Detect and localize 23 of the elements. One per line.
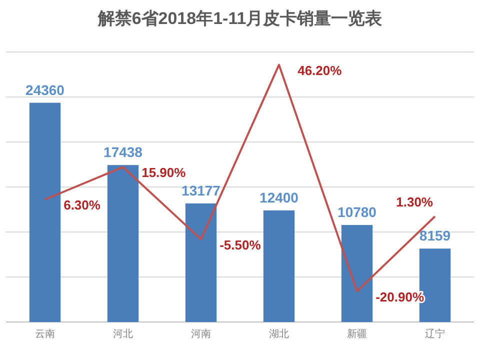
data-label: 13177 bbox=[182, 182, 221, 198]
bar bbox=[263, 210, 295, 322]
bar bbox=[341, 224, 373, 322]
data-label: -5.50% bbox=[220, 237, 262, 252]
x-tick-label: 河北 bbox=[113, 328, 133, 340]
data-label: 46.20% bbox=[298, 62, 342, 78]
bar bbox=[185, 203, 217, 322]
data-label: 12400 bbox=[260, 189, 299, 206]
data-label: 8159 bbox=[419, 228, 451, 244]
x-tick-label: 河南 bbox=[191, 328, 211, 340]
data-label: 17438 bbox=[104, 144, 143, 160]
data-label: 15.90% bbox=[142, 165, 186, 180]
bar bbox=[107, 165, 139, 322]
data-label: 6.30% bbox=[64, 197, 101, 212]
x-tick-label: 云南 bbox=[35, 328, 55, 340]
data-label: 10780 bbox=[338, 204, 377, 220]
bar bbox=[29, 102, 61, 322]
chart-title: 解禁6省2018年1-11月皮卡销量一览表 bbox=[96, 9, 384, 28]
data-label: 24360 bbox=[26, 82, 65, 98]
x-tick-label: 湖北 bbox=[269, 328, 289, 340]
data-label: 1.30% bbox=[396, 194, 434, 210]
x-tick-label: 辽宁 bbox=[425, 328, 445, 340]
x-tick-label: 新疆 bbox=[347, 328, 367, 340]
